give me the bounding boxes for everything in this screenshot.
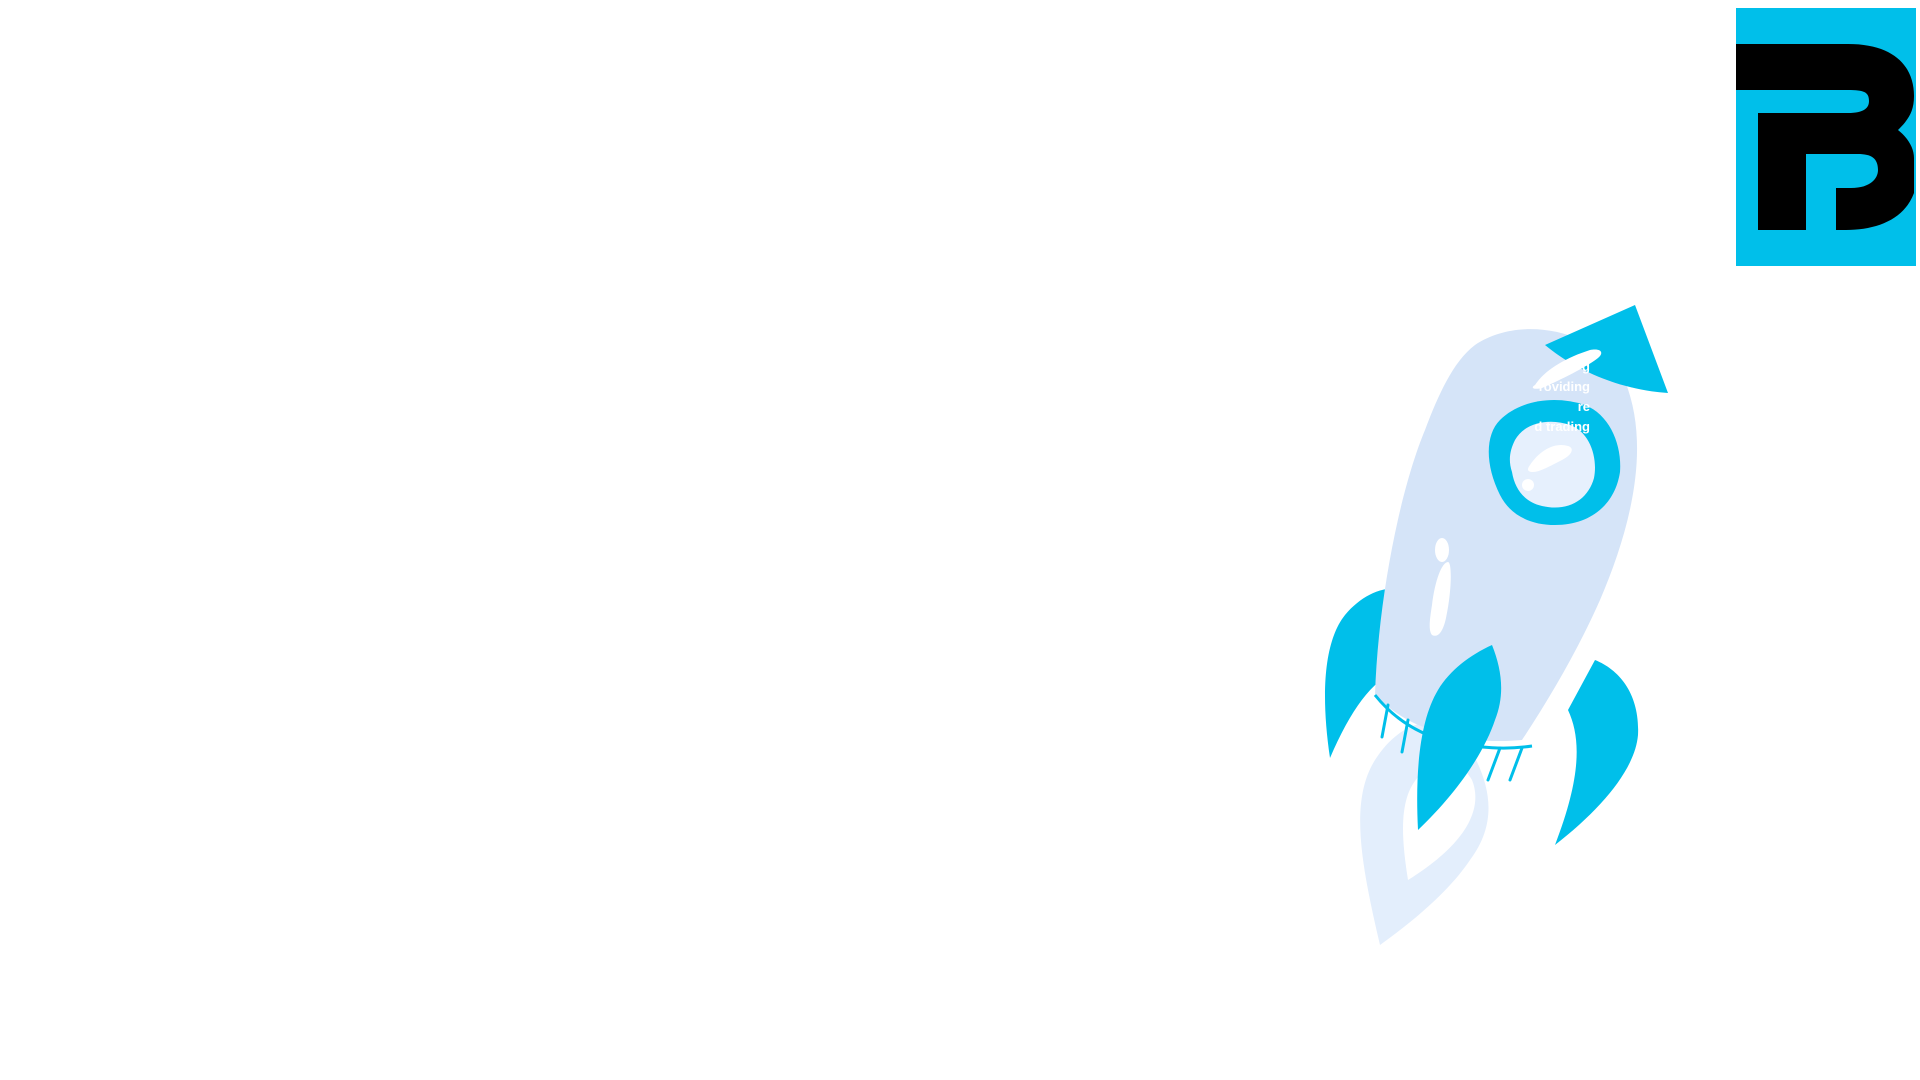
rocket-illustration — [1300, 300, 1700, 960]
rocket-icon — [1325, 305, 1668, 945]
rocket-text-line: re — [1577, 399, 1590, 414]
rocket-text-line: roviding — [1538, 379, 1590, 394]
brand-logo — [1736, 8, 1916, 266]
rocket-text-line: d trading — [1534, 419, 1590, 434]
brand-logo-icon — [1736, 8, 1916, 266]
rocket-overlay-text: g roviding re d trading — [1440, 357, 1590, 457]
rocket-text-line: g — [1582, 359, 1590, 374]
